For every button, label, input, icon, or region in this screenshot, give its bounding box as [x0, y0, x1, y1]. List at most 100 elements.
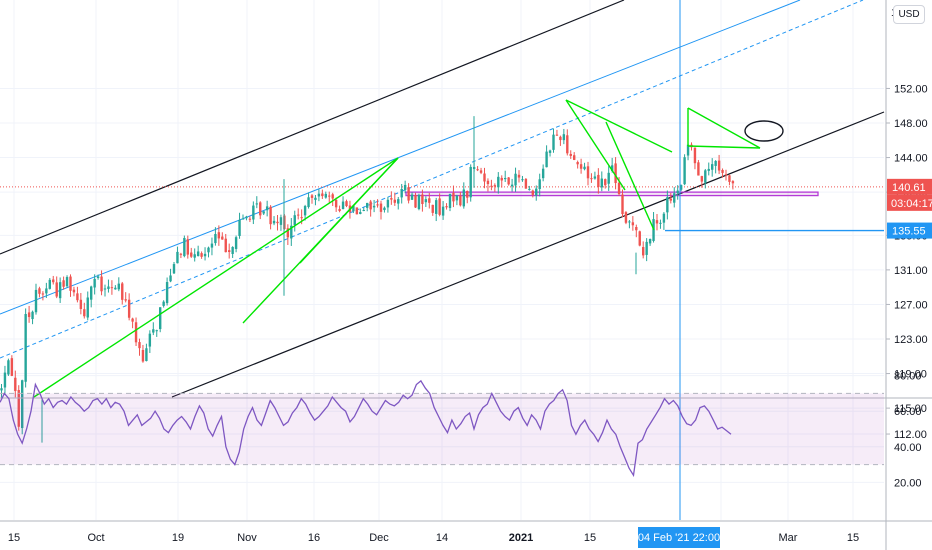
- candle: [462, 182, 465, 209]
- candle-body: [145, 348, 148, 362]
- candle-body: [107, 286, 110, 289]
- candle: [265, 200, 269, 217]
- candle-body: [531, 190, 534, 195]
- candle-body: [476, 169, 479, 171]
- candle-body: [400, 189, 403, 198]
- candle: [76, 286, 79, 303]
- time-tick-label: 2021: [509, 532, 533, 544]
- candle: [176, 246, 179, 264]
- candle: [662, 212, 666, 230]
- candle-body: [131, 318, 134, 322]
- candle-body: [21, 380, 24, 429]
- last-price-tag: [887, 178, 932, 195]
- candle-body: [103, 288, 107, 290]
- rsi-tick-label: 20.00: [894, 477, 922, 489]
- candle-body: [614, 163, 617, 184]
- candle-body: [7, 360, 10, 375]
- candle-body: [569, 153, 572, 156]
- currency-button[interactable]: USD: [893, 5, 925, 24]
- candle-body: [321, 193, 324, 197]
- candle: [421, 189, 424, 212]
- candle: [510, 178, 514, 192]
- rsi-tick-label: 80.00: [894, 371, 922, 383]
- level-label: 135.55: [892, 226, 926, 238]
- candle-body: [255, 203, 258, 205]
- candle: [96, 274, 100, 280]
- candle-body: [717, 160, 721, 171]
- candle-body: [414, 195, 417, 208]
- candle-body: [724, 174, 728, 176]
- candle-body: [566, 135, 569, 154]
- candle-body: [700, 176, 704, 182]
- candlestick-series: [0, 116, 735, 443]
- candle: [645, 238, 648, 262]
- candle-body: [110, 287, 114, 289]
- candle-body: [65, 277, 69, 287]
- candle: [262, 211, 265, 215]
- candle-body: [552, 134, 555, 150]
- time-tick-label: 14: [436, 532, 448, 544]
- price-tick-label: 112.00: [894, 429, 927, 441]
- candle: [252, 201, 255, 225]
- candle-body: [438, 198, 441, 215]
- candle-body: [455, 195, 459, 201]
- candle: [500, 175, 503, 188]
- candle-body: [231, 247, 234, 254]
- candle: [124, 292, 127, 303]
- candle-body: [224, 238, 227, 253]
- candle-body: [600, 178, 603, 188]
- candle: [359, 208, 362, 215]
- candle-body: [711, 164, 714, 170]
- candle-body: [221, 236, 224, 240]
- candle: [228, 243, 231, 259]
- candle-body: [196, 251, 200, 257]
- candle-body: [607, 172, 610, 184]
- candle: [614, 157, 617, 190]
- candle-body: [386, 199, 390, 208]
- candle: [635, 224, 638, 238]
- candle: [455, 194, 459, 206]
- candle: [573, 152, 576, 161]
- candle-body: [617, 182, 621, 195]
- candle: [297, 208, 300, 220]
- candle: [638, 230, 641, 247]
- candle: [207, 246, 210, 258]
- candle: [559, 135, 562, 146]
- candle-body: [79, 299, 83, 309]
- candle-body: [424, 199, 428, 203]
- candle-body: [14, 377, 17, 392]
- wedge-line: [33, 157, 399, 398]
- candle-body: [707, 168, 710, 171]
- candle-body: [593, 176, 597, 179]
- candle-body: [410, 194, 414, 200]
- candle: [134, 317, 138, 346]
- candle-body: [338, 209, 341, 211]
- candle: [400, 183, 403, 204]
- triangle-line: [687, 145, 761, 149]
- candle: [217, 225, 221, 246]
- candle: [331, 192, 334, 207]
- candle-body: [214, 234, 217, 244]
- candle-body: [265, 206, 269, 211]
- candle-body: [483, 173, 486, 182]
- candle-body: [514, 173, 517, 186]
- candle: [221, 232, 224, 240]
- trendline-drawings[interactable]: [0, 0, 885, 398]
- candle: [397, 196, 400, 210]
- candle-body: [183, 237, 186, 257]
- pattern-drawings[interactable]: [33, 0, 784, 520]
- candle: [100, 270, 103, 296]
- candle: [72, 286, 76, 297]
- candle: [117, 277, 120, 292]
- candle-body: [728, 175, 731, 182]
- candle: [355, 207, 359, 215]
- candle-body: [86, 297, 89, 318]
- candle-body: [165, 282, 169, 304]
- candle-body: [290, 225, 293, 239]
- candle: [328, 191, 331, 203]
- candle: [62, 276, 65, 290]
- candle: [155, 329, 158, 337]
- candle-body: [155, 330, 158, 332]
- candle-body: [497, 176, 500, 188]
